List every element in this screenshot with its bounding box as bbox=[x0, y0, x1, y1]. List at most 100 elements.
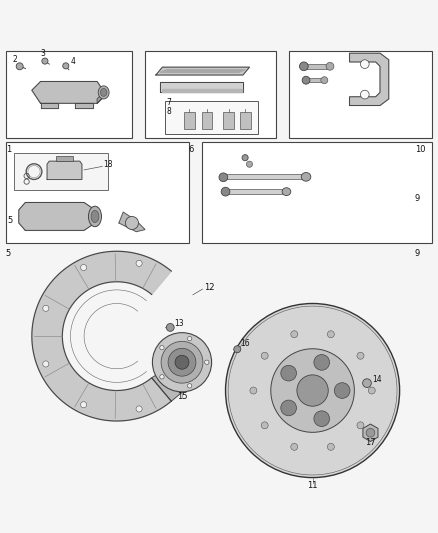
Bar bbox=[6, 51, 132, 138]
Circle shape bbox=[81, 402, 87, 408]
Circle shape bbox=[160, 345, 164, 350]
Circle shape bbox=[152, 333, 212, 392]
Text: 5: 5 bbox=[6, 249, 11, 258]
Text: 15: 15 bbox=[177, 392, 187, 401]
Circle shape bbox=[363, 379, 371, 387]
Text: 5: 5 bbox=[7, 216, 12, 225]
Circle shape bbox=[327, 443, 334, 450]
Polygon shape bbox=[47, 161, 82, 180]
Circle shape bbox=[221, 187, 230, 196]
Text: 3: 3 bbox=[41, 49, 46, 58]
Circle shape bbox=[291, 443, 298, 450]
Circle shape bbox=[321, 77, 328, 84]
Circle shape bbox=[219, 173, 228, 182]
Circle shape bbox=[326, 62, 334, 70]
Bar bbox=[304, 63, 328, 69]
Bar bbox=[145, 51, 276, 138]
Text: 1: 1 bbox=[6, 144, 11, 154]
Circle shape bbox=[16, 63, 23, 70]
Text: 4: 4 bbox=[70, 57, 75, 66]
Polygon shape bbox=[32, 251, 171, 421]
Circle shape bbox=[242, 155, 248, 161]
Ellipse shape bbox=[98, 86, 109, 99]
Bar bbox=[6, 142, 188, 243]
Circle shape bbox=[81, 264, 87, 271]
Circle shape bbox=[360, 60, 369, 68]
Circle shape bbox=[368, 387, 375, 394]
Text: 13: 13 bbox=[174, 319, 184, 328]
Circle shape bbox=[136, 406, 142, 412]
Bar bbox=[184, 112, 195, 130]
Polygon shape bbox=[19, 203, 95, 230]
Circle shape bbox=[187, 336, 192, 341]
Polygon shape bbox=[75, 103, 93, 108]
Circle shape bbox=[357, 352, 364, 359]
Circle shape bbox=[334, 383, 350, 398]
Circle shape bbox=[166, 324, 174, 332]
Text: 12: 12 bbox=[204, 284, 214, 293]
Circle shape bbox=[42, 58, 48, 64]
Text: 9: 9 bbox=[415, 249, 420, 258]
Circle shape bbox=[300, 62, 308, 71]
Polygon shape bbox=[97, 90, 106, 103]
Text: 14: 14 bbox=[373, 375, 382, 384]
Text: 16: 16 bbox=[240, 338, 250, 348]
Ellipse shape bbox=[100, 88, 107, 96]
Polygon shape bbox=[152, 368, 191, 401]
Circle shape bbox=[261, 422, 268, 429]
Ellipse shape bbox=[282, 188, 291, 196]
Bar bbox=[201, 112, 212, 130]
Circle shape bbox=[360, 90, 369, 99]
Text: 6: 6 bbox=[188, 144, 194, 154]
Bar bbox=[240, 112, 251, 130]
Bar bbox=[223, 112, 234, 130]
Polygon shape bbox=[119, 212, 145, 232]
Text: 17: 17 bbox=[365, 438, 376, 447]
Text: 18: 18 bbox=[103, 160, 113, 169]
Circle shape bbox=[161, 341, 203, 383]
Circle shape bbox=[327, 331, 334, 338]
Polygon shape bbox=[160, 70, 245, 72]
Bar bbox=[226, 189, 282, 194]
Text: 2: 2 bbox=[13, 54, 18, 63]
Circle shape bbox=[187, 384, 192, 388]
Circle shape bbox=[226, 303, 399, 478]
Text: 7: 7 bbox=[167, 99, 172, 108]
Bar bbox=[289, 51, 432, 138]
Circle shape bbox=[160, 375, 164, 379]
Circle shape bbox=[261, 352, 268, 359]
Circle shape bbox=[175, 356, 189, 369]
Polygon shape bbox=[160, 82, 243, 92]
Bar bbox=[14, 154, 108, 190]
Bar bbox=[165, 101, 258, 134]
Circle shape bbox=[291, 331, 298, 338]
Polygon shape bbox=[156, 67, 250, 75]
Circle shape bbox=[43, 361, 49, 367]
Circle shape bbox=[205, 360, 209, 365]
Circle shape bbox=[250, 387, 257, 394]
Circle shape bbox=[125, 216, 138, 230]
Circle shape bbox=[314, 411, 329, 426]
Bar bbox=[223, 174, 302, 180]
Circle shape bbox=[281, 400, 297, 416]
Ellipse shape bbox=[91, 211, 99, 223]
Circle shape bbox=[281, 365, 297, 381]
Circle shape bbox=[357, 422, 364, 429]
Text: 10: 10 bbox=[415, 144, 425, 154]
Circle shape bbox=[168, 349, 196, 376]
Polygon shape bbox=[32, 82, 106, 103]
Bar bbox=[306, 78, 323, 83]
Text: 9: 9 bbox=[415, 194, 420, 203]
Circle shape bbox=[302, 76, 310, 84]
Text: 8: 8 bbox=[167, 107, 172, 116]
Circle shape bbox=[247, 161, 253, 167]
Bar bbox=[56, 156, 73, 161]
Circle shape bbox=[314, 354, 329, 370]
Ellipse shape bbox=[88, 206, 102, 227]
Circle shape bbox=[366, 429, 375, 437]
Circle shape bbox=[234, 346, 241, 353]
Polygon shape bbox=[350, 53, 389, 106]
Polygon shape bbox=[162, 90, 242, 92]
Circle shape bbox=[63, 63, 69, 69]
Bar bbox=[201, 142, 432, 243]
